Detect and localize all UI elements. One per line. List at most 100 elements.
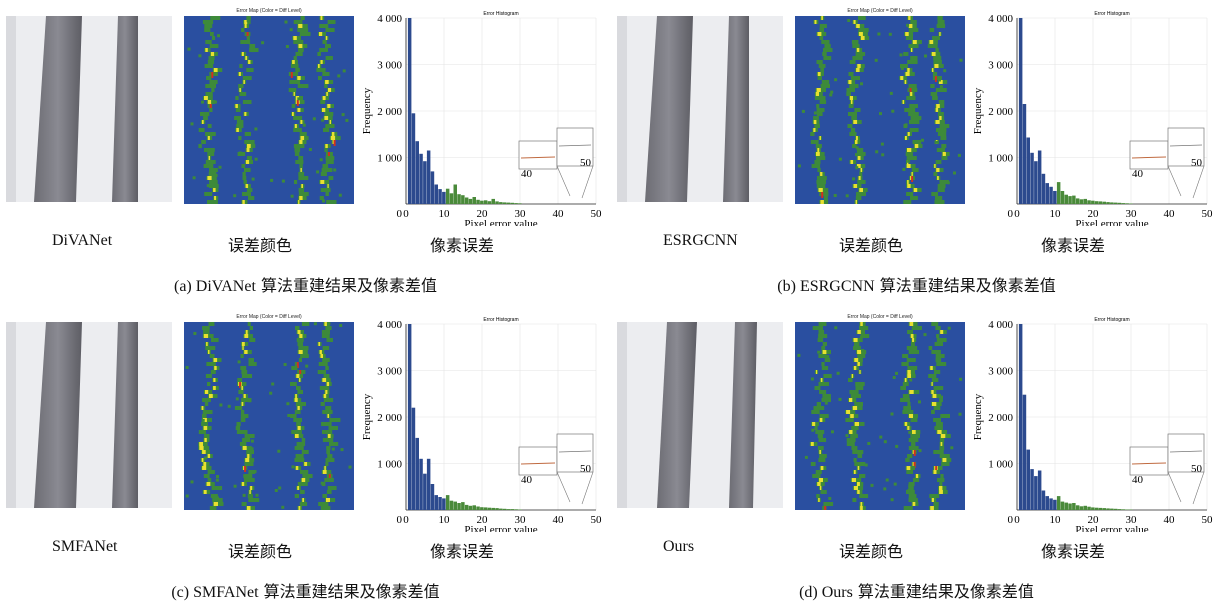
- error-map-cell-high: [911, 172, 913, 176]
- error-map-cell-high: [855, 200, 857, 204]
- error-map-cell: [325, 462, 329, 466]
- error-color-label: 误差颜色: [839, 542, 904, 561]
- error-map-cell: [236, 422, 241, 426]
- error-map-cell: [322, 72, 330, 76]
- error-map-cell: [830, 90, 834, 94]
- error-map-cell-high: [241, 482, 245, 486]
- histogram-bar: [1022, 394, 1027, 510]
- error-map-cell: [946, 181, 950, 185]
- error-map-cell-high: [250, 486, 253, 490]
- histogram-bar: [407, 324, 412, 510]
- error-map-cell: [937, 184, 946, 188]
- error-map-cell-high: [298, 44, 303, 48]
- error-map-cell: [834, 78, 838, 82]
- error-map-cell-high: [810, 442, 814, 446]
- error-map-cell: [821, 40, 830, 44]
- error-map-cell: [322, 40, 327, 44]
- error-map-cell-high: [299, 196, 303, 200]
- error-map-cell-high: [857, 156, 861, 160]
- error-map-cell: [814, 160, 821, 164]
- error-map-cell-high: [207, 136, 210, 140]
- caption-text: 算法重建结果及像素差值: [258, 582, 440, 601]
- error-map-cell: [242, 493, 246, 497]
- histogram-bar: [472, 505, 476, 510]
- error-map-cell: [204, 402, 209, 406]
- error-map-cell-high: [853, 470, 856, 474]
- error-map-cell: [819, 100, 827, 104]
- y-tick-label: 2 000: [988, 106, 1013, 118]
- error-map-cell: [269, 391, 273, 395]
- error-map-cell-high: [912, 40, 917, 44]
- error-map-cell: [851, 116, 857, 120]
- error-map-cell: [852, 44, 860, 48]
- histogram-bar: [1075, 198, 1080, 204]
- error-map-cell-high: [208, 156, 210, 160]
- pixel-error-label: 像素误差: [430, 236, 495, 255]
- histogram-bar: [468, 505, 473, 510]
- error-map-cell: [819, 390, 827, 394]
- histogram-bar: [1037, 150, 1042, 204]
- error-map-cell: [247, 494, 253, 498]
- histogram-bar: [1034, 161, 1038, 204]
- error-map-cell: [857, 354, 866, 358]
- error-map-cell: [205, 160, 216, 164]
- error-map-cell: [203, 164, 214, 168]
- error-map-cell-max: [824, 506, 827, 510]
- error-map-cell: [325, 156, 335, 160]
- error-map-cell-max: [209, 104, 212, 110]
- error-map-cell: [209, 354, 215, 358]
- error-map-cell-high: [909, 414, 913, 418]
- error-map-cell: [854, 402, 863, 406]
- error-map-cell-high: [322, 378, 327, 382]
- error-map-cell: [934, 426, 943, 430]
- error-map-cell: [274, 489, 278, 492]
- error-map-cell: [294, 494, 299, 498]
- error-map-cell: [299, 32, 311, 36]
- error-map-cell: [300, 16, 305, 20]
- error-map-cell-high: [860, 506, 863, 510]
- error-map-cell: [859, 172, 863, 176]
- error-map-cell: [325, 192, 329, 196]
- error-map-cell: [198, 145, 202, 149]
- error-map-cell: [244, 132, 251, 136]
- error-map-cell: [210, 16, 221, 20]
- error-map-cell: [819, 24, 827, 28]
- error-map-cell-high: [327, 414, 329, 418]
- error-map-cell: [931, 402, 942, 406]
- error-map-cell-high: [817, 32, 822, 36]
- error-map-cell: [254, 127, 258, 131]
- error-map-cell: [204, 456, 208, 460]
- error-map-cell: [933, 64, 944, 68]
- error-map-cell: [906, 23, 910, 27]
- error-map-cell: [242, 192, 251, 196]
- error-map-cell-high: [247, 144, 251, 148]
- error-map-cell: [322, 358, 330, 362]
- histogram-bar: [461, 195, 465, 204]
- histogram-bar: [506, 202, 511, 204]
- error-map-cell: [848, 72, 854, 76]
- error-map-cell: [906, 148, 917, 152]
- error-map-cell: [933, 56, 942, 60]
- error-map-title: Error Map (Color = Diff Level): [847, 314, 913, 320]
- histogram-bar: [445, 495, 450, 510]
- error-map-cell-high: [932, 68, 934, 72]
- error-map-cell: [859, 335, 863, 339]
- error-map-cell: [849, 60, 856, 64]
- error-map-cell-high: [297, 486, 300, 490]
- error-map-cell: [933, 418, 941, 422]
- error-map-cell-high: [325, 390, 328, 394]
- error-map-cell: [936, 148, 946, 152]
- error-map-cell: [337, 74, 341, 78]
- error-map-cell-high: [293, 92, 295, 96]
- error-map-cell: [342, 69, 346, 73]
- error-map-cell: [204, 192, 213, 196]
- error-map-cell-high: [931, 498, 934, 502]
- error-map-cell: [271, 382, 275, 386]
- error-map-cell-high: [332, 140, 334, 144]
- error-map-cell: [298, 48, 304, 52]
- histogram-bar: [1045, 183, 1049, 204]
- y-axis-label: Frequency: [361, 393, 373, 440]
- error-map-cell: [822, 394, 831, 398]
- error-map-cell: [816, 108, 825, 112]
- error-map-cell-high: [852, 406, 858, 410]
